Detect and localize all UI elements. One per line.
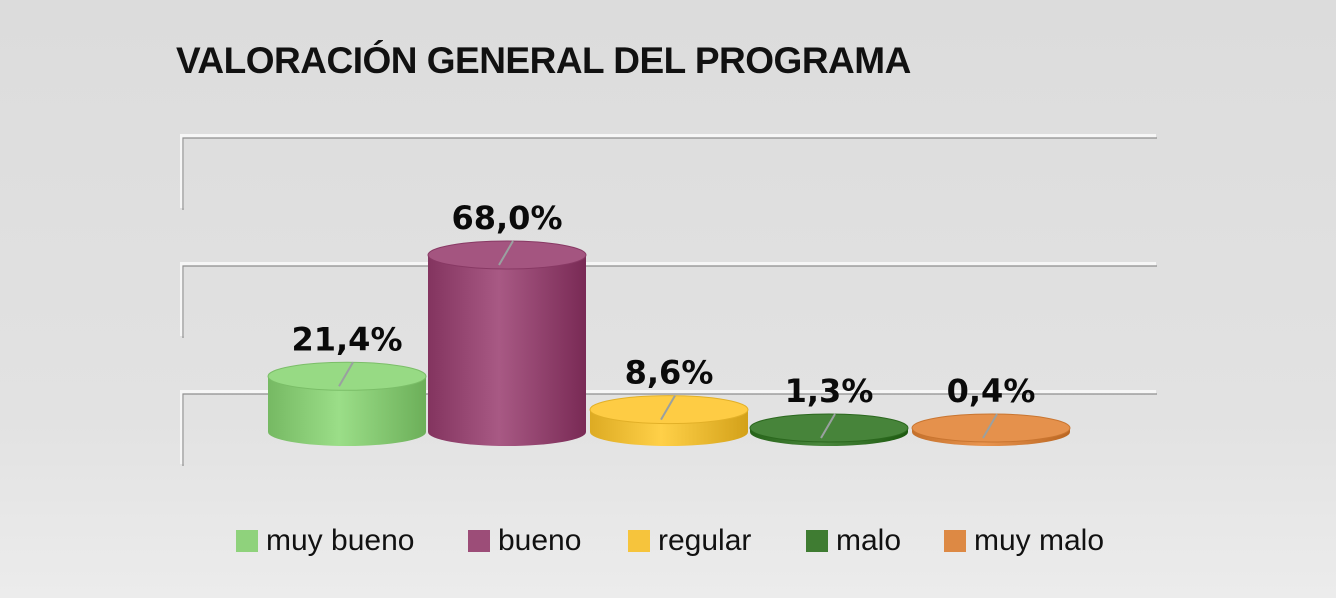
legend-label: muy bueno: [266, 524, 415, 557]
legend-label: malo: [836, 524, 902, 557]
legend-label: muy malo: [974, 524, 1105, 557]
data-label: 68,0%: [451, 199, 562, 237]
legend-item: regular: [628, 524, 751, 558]
data-label: 21,4%: [291, 320, 402, 358]
data-label: 8,6%: [625, 354, 714, 392]
data-label: 1,3%: [785, 372, 874, 410]
legend: muy bueno bueno regular malo muy malo: [0, 524, 1336, 564]
gridline: [180, 262, 1157, 338]
legend-swatch: [628, 530, 650, 552]
bar-regular: [589, 395, 749, 446]
legend-item: malo: [806, 524, 901, 558]
legend-swatch: [468, 530, 490, 552]
chart-title: VALORACIÓN GENERAL DEL PROGRAMA: [176, 40, 911, 81]
legend-item: muy bueno: [236, 524, 414, 558]
legend-swatch: [236, 530, 258, 552]
bar-muy-malo: [911, 413, 1071, 446]
bar-muy-bueno: [267, 361, 427, 446]
legend-label: regular: [658, 524, 752, 557]
data-label: 0,4%: [947, 372, 1036, 410]
gridline: [180, 390, 1157, 466]
gridline: [180, 134, 1157, 210]
bar-bueno: [427, 240, 587, 446]
legend-item: bueno: [468, 524, 581, 558]
legend-label: bueno: [498, 524, 582, 557]
bar-malo: [749, 413, 909, 446]
legend-item: muy malo: [944, 524, 1104, 558]
legend-swatch: [806, 530, 828, 552]
legend-swatch: [944, 530, 966, 552]
